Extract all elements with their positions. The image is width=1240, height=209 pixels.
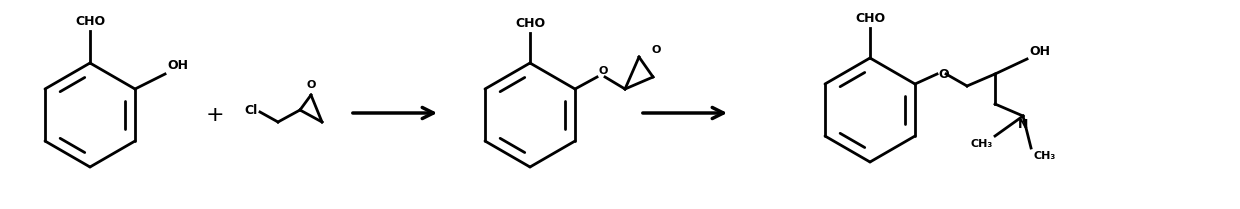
Text: O: O	[651, 45, 661, 55]
Text: CHO: CHO	[74, 15, 105, 28]
Text: +: +	[206, 105, 224, 125]
Text: OH: OH	[1029, 45, 1050, 58]
Text: OH: OH	[167, 59, 188, 72]
Text: N: N	[1018, 118, 1028, 131]
Text: CH₃: CH₃	[971, 139, 993, 149]
Text: O: O	[598, 66, 608, 76]
Text: O: O	[306, 80, 316, 90]
Text: O: O	[937, 68, 949, 80]
Text: CH₃: CH₃	[1033, 151, 1055, 161]
Text: CHO: CHO	[854, 12, 885, 25]
Text: CHO: CHO	[515, 17, 546, 30]
Text: Cl: Cl	[244, 103, 258, 116]
